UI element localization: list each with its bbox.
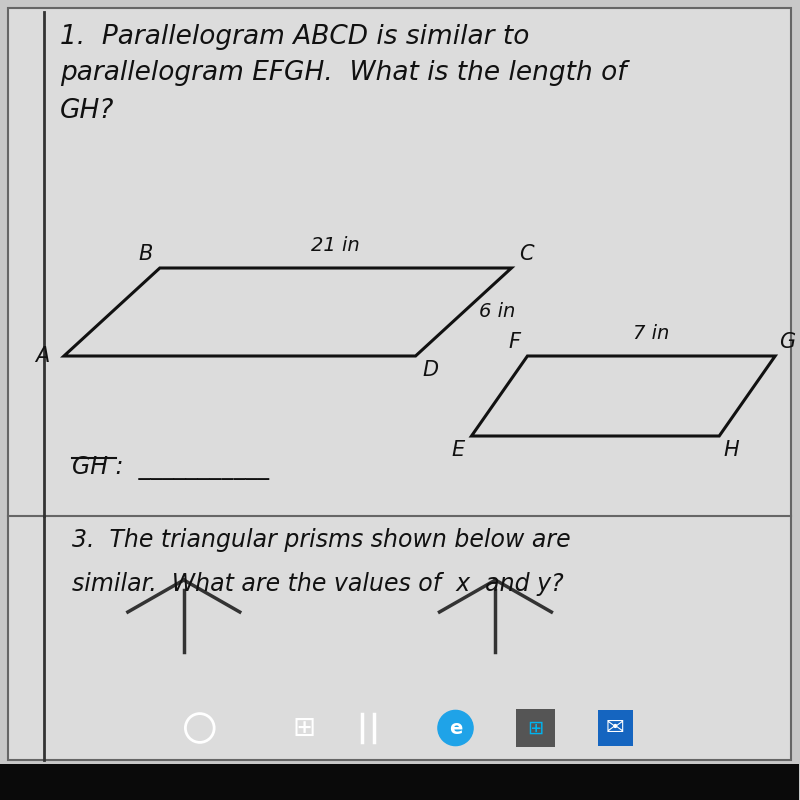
Text: e: e — [449, 718, 462, 738]
Text: 1.  Parallelogram ABCD is similar to: 1. Parallelogram ABCD is similar to — [60, 24, 530, 50]
Text: GH :  ___________: GH : ___________ — [72, 456, 269, 480]
Text: parallelogram EFGH.  What is the length of: parallelogram EFGH. What is the length o… — [60, 60, 626, 86]
Text: 7 in: 7 in — [633, 324, 670, 343]
Text: G: G — [779, 332, 795, 352]
Text: C: C — [518, 244, 534, 264]
Text: ⊞: ⊞ — [527, 718, 544, 738]
FancyBboxPatch shape — [516, 709, 554, 747]
Text: D: D — [422, 360, 439, 380]
FancyBboxPatch shape — [8, 8, 791, 760]
Text: ⊞: ⊞ — [292, 714, 315, 742]
Text: B: B — [138, 244, 153, 264]
Text: A: A — [35, 346, 50, 366]
Text: ✉: ✉ — [606, 718, 625, 738]
Text: 6 in: 6 in — [479, 302, 516, 322]
Text: F: F — [508, 332, 520, 352]
Text: GH?: GH? — [60, 98, 114, 123]
Text: H: H — [723, 440, 739, 460]
Text: 3.  The triangular prisms shown below are: 3. The triangular prisms shown below are — [72, 528, 570, 552]
Text: E: E — [451, 440, 464, 460]
Circle shape — [438, 710, 473, 746]
FancyBboxPatch shape — [0, 764, 799, 800]
Text: similar.  What are the values of  x  and y?: similar. What are the values of x and y? — [72, 572, 563, 596]
FancyBboxPatch shape — [598, 710, 633, 746]
Text: 21 in: 21 in — [311, 236, 360, 255]
